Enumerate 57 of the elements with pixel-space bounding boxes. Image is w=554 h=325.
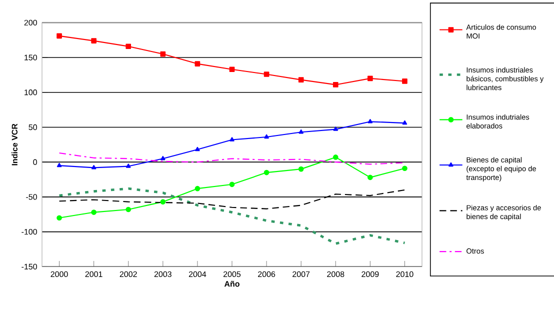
point bbox=[160, 156, 166, 160]
point bbox=[402, 166, 408, 172]
point bbox=[264, 134, 269, 139]
line-series bbox=[58, 187, 406, 245]
point bbox=[229, 66, 235, 72]
point bbox=[332, 154, 338, 160]
x-tick-label: 2004 bbox=[188, 271, 206, 278]
x-tick-label: 2007 bbox=[292, 271, 310, 278]
point bbox=[194, 186, 200, 192]
point bbox=[368, 76, 373, 82]
x-tick-label: 2003 bbox=[154, 271, 172, 278]
point bbox=[298, 77, 304, 82]
x-tick-label: 2006 bbox=[258, 271, 276, 278]
x-tick-label: 2001 bbox=[85, 271, 102, 278]
y-tick-label: 0 bbox=[33, 159, 37, 165]
x-tick-label: 2009 bbox=[362, 271, 379, 278]
point bbox=[332, 82, 338, 88]
y-tick-label: 100 bbox=[24, 90, 37, 96]
x-tick-label: 2000 bbox=[50, 271, 68, 278]
point bbox=[91, 164, 96, 170]
point bbox=[56, 33, 62, 39]
point bbox=[298, 166, 304, 172]
point bbox=[195, 146, 200, 152]
point bbox=[402, 120, 408, 125]
point bbox=[368, 174, 373, 180]
point bbox=[91, 210, 96, 215]
point bbox=[194, 61, 200, 66]
point bbox=[333, 126, 338, 131]
point bbox=[229, 182, 235, 188]
point bbox=[368, 118, 373, 124]
point bbox=[56, 215, 62, 221]
point bbox=[230, 137, 234, 142]
point bbox=[264, 170, 270, 176]
line-series bbox=[58, 189, 406, 210]
x-tick-label: 2002 bbox=[120, 271, 137, 278]
y-axis-title: Indice VCR bbox=[12, 124, 18, 166]
x-tick-label: 2005 bbox=[224, 271, 241, 278]
point bbox=[402, 78, 408, 84]
point bbox=[126, 164, 131, 168]
point bbox=[160, 199, 166, 204]
y-tick-label: -100 bbox=[22, 228, 37, 235]
point bbox=[160, 51, 166, 57]
point bbox=[126, 206, 132, 212]
y-tick-label: -50 bbox=[26, 194, 37, 200]
y-tick-label: 150 bbox=[24, 54, 37, 60]
point bbox=[126, 44, 132, 50]
x-tick-label: 2008 bbox=[327, 271, 344, 278]
point bbox=[56, 162, 62, 168]
line-series bbox=[58, 152, 406, 165]
point bbox=[298, 129, 304, 134]
y-tick-label: 200 bbox=[24, 20, 37, 26]
x-tick-label: 2010 bbox=[396, 271, 414, 278]
point bbox=[264, 72, 270, 77]
y-tick-label: -150 bbox=[22, 264, 37, 270]
x-axis-title: Año bbox=[224, 280, 240, 287]
y-tick-label: 50 bbox=[28, 124, 37, 130]
point bbox=[91, 38, 96, 44]
